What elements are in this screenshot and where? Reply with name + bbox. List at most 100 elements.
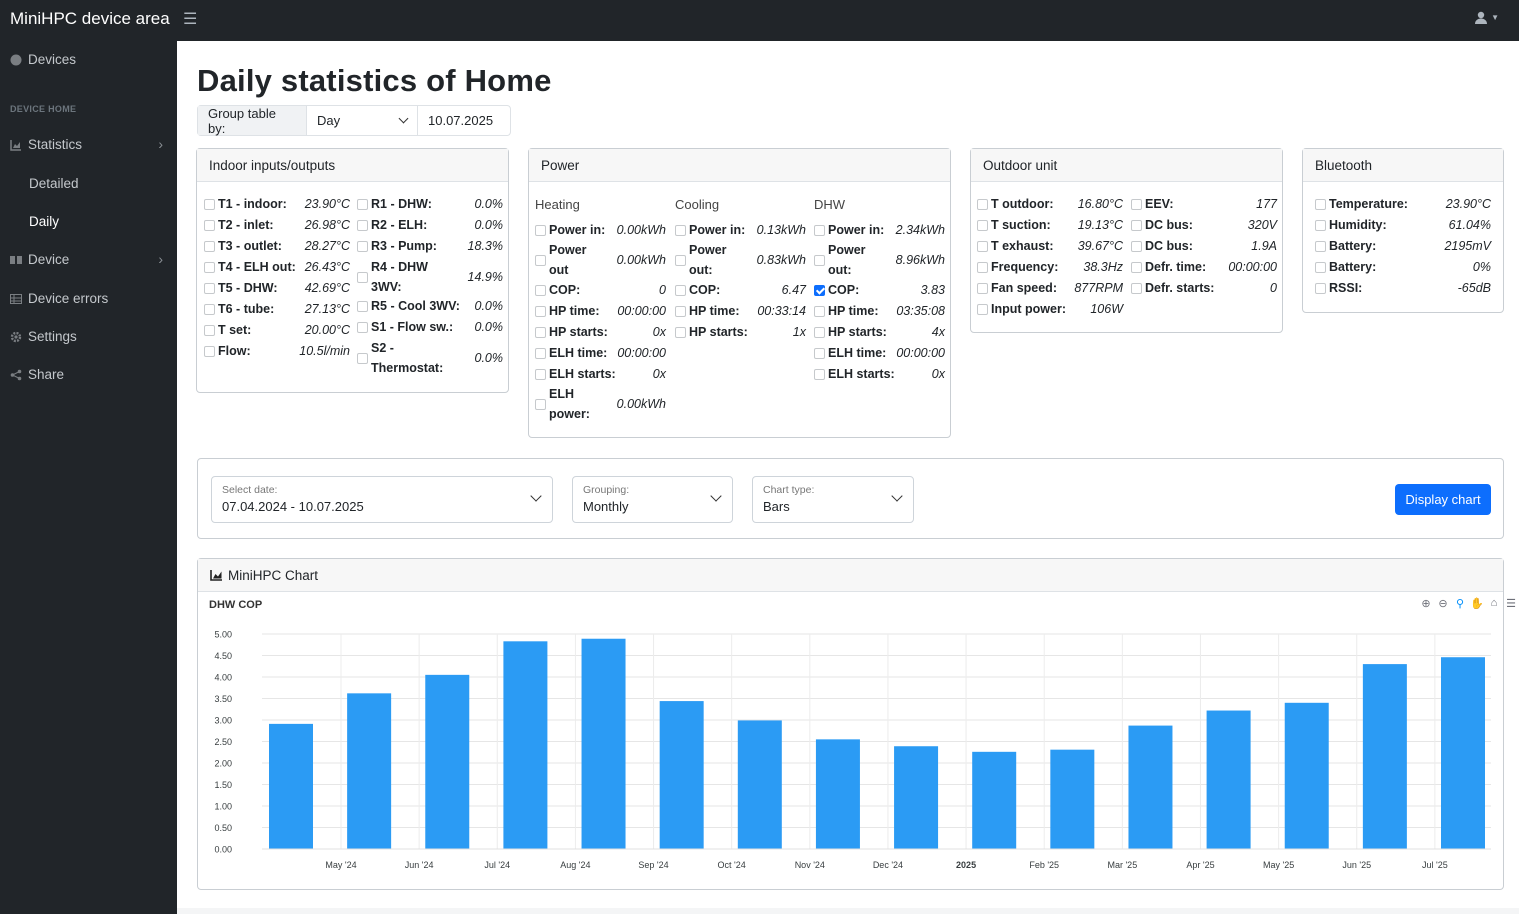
series-checkbox[interactable] [977, 199, 988, 210]
series-checkbox[interactable] [814, 225, 825, 236]
x-tick-label: Dec '24 [873, 860, 903, 870]
series-checkbox[interactable] [977, 304, 988, 315]
series-checkbox[interactable] [535, 306, 546, 317]
bar-oct-24 [737, 720, 782, 849]
pan-hand-icon[interactable]: ✋ [1470, 598, 1484, 610]
series-checkbox[interactable] [1131, 220, 1142, 231]
series-checkbox[interactable] [357, 272, 368, 283]
sidebar-item-device-errors[interactable]: Device errors [10, 291, 108, 306]
home-reset-icon[interactable]: ⌂ [1490, 597, 1498, 609]
series-checkbox[interactable] [675, 306, 686, 317]
series-checkbox[interactable] [1131, 262, 1142, 273]
series-checkbox[interactable] [535, 399, 546, 410]
series-checkbox[interactable] [535, 285, 546, 296]
stat-row: HP time: 00:33:14 [675, 301, 806, 321]
selection-zoom-icon[interactable]: ⚲ [1455, 598, 1465, 610]
stat-label-line: out: [828, 263, 852, 277]
series-checkbox[interactable] [204, 325, 215, 336]
stat-label: HP starts: [689, 325, 748, 339]
series-checkbox[interactable] [1315, 199, 1326, 210]
series-checkbox[interactable] [357, 301, 368, 312]
series-checkbox[interactable] [204, 241, 215, 252]
series-checkbox[interactable] [814, 348, 825, 359]
series-checkbox[interactable] [977, 220, 988, 231]
stat-label: HP time: [828, 304, 879, 318]
bar-jul-25 [1441, 657, 1485, 849]
stat-value: 26.43°C [304, 260, 350, 274]
series-checkbox[interactable] [357, 220, 368, 231]
stat-row: R5 - Cool 3WV: 0.0% [357, 296, 503, 316]
series-checkbox[interactable] [204, 220, 215, 231]
user-menu[interactable]: ▼ [1474, 11, 1499, 24]
sidebar-item-devices[interactable]: Devices [10, 52, 76, 67]
series-checkbox[interactable] [977, 262, 988, 273]
series-checkbox[interactable] [675, 225, 686, 236]
series-checkbox[interactable] [535, 225, 546, 236]
field-label: Select date: [222, 484, 278, 496]
series-checkbox[interactable] [675, 327, 686, 338]
sidebar-heading: DEVICE HOME [10, 104, 77, 114]
sidebar-item-statistics[interactable]: Statistics [10, 137, 82, 152]
sidebar-item-detailed[interactable]: Detailed [29, 176, 79, 191]
series-checkbox[interactable] [675, 255, 686, 266]
stat-label: Power out: [689, 240, 727, 280]
stat-row: COP: 0 [535, 280, 666, 300]
series-checkbox[interactable] [535, 369, 546, 380]
app-brand[interactable]: MiniHPC device area [10, 9, 170, 28]
chart-card: MiniHPC Chart DHW COP ⊕ ⊖ ⚲ ✋ ⌂ ☰ 0.00 0.… [197, 558, 1516, 890]
series-checkbox[interactable] [1315, 241, 1326, 252]
grouping-select[interactable]: Grouping: Monthly [572, 476, 733, 523]
series-checkbox[interactable] [814, 306, 825, 317]
zoom-in-icon[interactable]: ⊕ [1421, 598, 1431, 610]
series-checkbox[interactable] [977, 283, 988, 294]
series-checkbox[interactable] [814, 327, 825, 338]
menu-icon[interactable]: ☰ [1506, 598, 1516, 610]
zoom-out-icon[interactable]: ⊖ [1438, 598, 1448, 610]
date-range-select[interactable]: Select date: 07.04.2024 - 10.07.2025 [211, 476, 553, 523]
display-chart-button[interactable]: Display chart [1395, 484, 1491, 515]
series-checkbox[interactable] [1131, 283, 1142, 294]
series-checkbox[interactable] [814, 285, 825, 296]
series-checkbox[interactable] [1315, 262, 1326, 273]
series-checkbox[interactable] [814, 255, 825, 266]
stat-row: T5 - DHW: 42.69°C [204, 278, 350, 298]
footer-strip [177, 908, 1519, 914]
stat-row: T outdoor: 16.80°C [977, 194, 1123, 214]
series-checkbox[interactable] [675, 285, 686, 296]
series-checkbox[interactable] [357, 241, 368, 252]
stat-value: 03:35:08 [896, 304, 945, 318]
series-checkbox[interactable] [204, 346, 215, 357]
chevron-down-icon [398, 113, 409, 124]
series-checkbox[interactable] [204, 262, 215, 273]
series-checkbox[interactable] [535, 327, 546, 338]
hamburger-icon[interactable]: ☰ [183, 11, 198, 28]
series-checkbox[interactable] [357, 322, 368, 333]
chart-type-select[interactable]: Chart type: Bars [752, 476, 914, 523]
stat-label: Defr. time: [1145, 260, 1207, 274]
series-checkbox[interactable] [1315, 220, 1326, 231]
series-checkbox[interactable] [357, 199, 368, 210]
series-checkbox[interactable] [357, 353, 368, 364]
series-checkbox[interactable] [814, 369, 825, 380]
series-checkbox[interactable] [1131, 241, 1142, 252]
sidebar-item-settings[interactable]: Settings [10, 329, 77, 344]
group-by-select[interactable]: Day [307, 106, 418, 135]
sidebar-item-share[interactable]: Share [10, 367, 64, 382]
date-input[interactable]: 10.07.2025 [428, 113, 494, 128]
stat-label: Power out [549, 240, 587, 280]
series-checkbox[interactable] [1131, 199, 1142, 210]
series-checkbox[interactable] [1315, 283, 1326, 294]
series-checkbox[interactable] [204, 283, 215, 294]
stat-label: R1 - DHW: [371, 197, 432, 211]
series-checkbox[interactable] [204, 304, 215, 315]
sidebar-item-daily[interactable]: Daily [29, 214, 60, 229]
sidebar-item-device[interactable]: Device [10, 252, 69, 267]
y-tick-label: 4.50 [214, 651, 232, 661]
series-checkbox[interactable] [535, 255, 546, 266]
chart-toolbar: ⊕ ⊖ ⚲ ✋ ⌂ ☰ [1419, 597, 1518, 610]
series-checkbox[interactable] [535, 348, 546, 359]
y-tick-label: 4.00 [214, 673, 232, 683]
stat-label: T5 - DHW: [218, 281, 278, 295]
series-checkbox[interactable] [204, 199, 215, 210]
series-checkbox[interactable] [977, 241, 988, 252]
